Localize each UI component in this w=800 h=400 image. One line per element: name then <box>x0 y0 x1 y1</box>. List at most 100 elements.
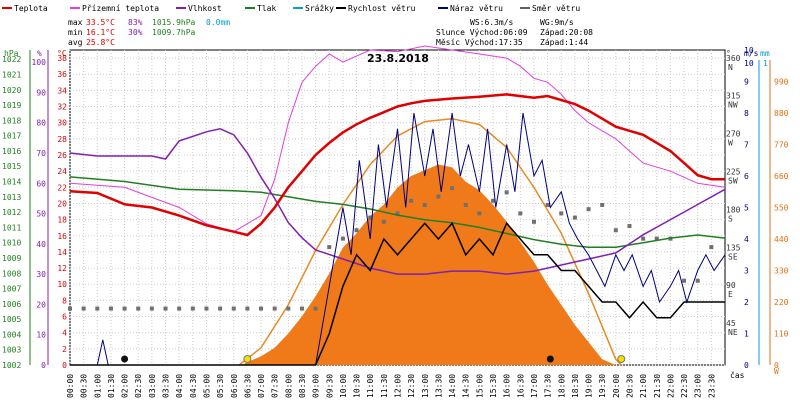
temp-tick-label: 10 <box>57 280 67 289</box>
ms-tick-label: 8 <box>744 109 749 118</box>
wind-dir-point <box>504 190 509 195</box>
x-tick-label: 22:30 <box>680 374 689 398</box>
dir-tick-label: N <box>728 63 733 72</box>
dir-tick-deg: 135 <box>726 243 741 252</box>
stats-moonrise: Měsíc Východ:17:35 <box>436 38 523 47</box>
wind-dir-point <box>682 278 687 283</box>
stats-moonset: Západ:1:44 <box>540 38 588 47</box>
ms-tick-label: 6 <box>744 172 749 181</box>
press-tick-label: 1008 <box>2 269 21 278</box>
temp-unit: °C <box>57 49 67 58</box>
temperature-line <box>69 93 725 237</box>
solar-tick-label: 330 <box>774 267 789 276</box>
ms-tick-label: 10 <box>744 46 754 55</box>
wind-dir-point <box>299 306 304 311</box>
ms-tick-label: 0 <box>744 361 749 370</box>
sunset-marker <box>617 355 626 363</box>
wind-dir-point <box>286 306 291 311</box>
press-tick-label: 1002 <box>2 361 21 370</box>
x-tick-label: 09:00 <box>312 374 321 398</box>
dir-tick-deg: 360 <box>726 54 741 63</box>
temp-tick-label: 14 <box>57 248 67 257</box>
wind-dir-point <box>122 306 127 311</box>
wind-dir-point <box>654 236 659 241</box>
x-tick-label: 11:00 <box>366 374 375 398</box>
press-tick-label: 1009 <box>2 254 21 263</box>
dir-tick-label: SW <box>728 176 738 185</box>
solar-tick-label: 440 <box>774 235 789 244</box>
wind-dir-point <box>450 186 455 191</box>
wind-dir-point <box>368 215 373 220</box>
ms-unit: m/s <box>744 49 759 58</box>
press-tick-label: 1014 <box>2 178 21 187</box>
temp-tick-label: 16 <box>57 232 67 241</box>
wind-dir-point <box>531 219 536 224</box>
x-tick-label: 03:00 <box>148 374 157 398</box>
stats-sunset: Západ:20:08 <box>540 28 593 37</box>
wind-dir-point <box>381 219 386 224</box>
temp-tick-label: 8 <box>62 296 67 305</box>
ms-tick-label: 4 <box>744 235 749 244</box>
dir-tick-label: S <box>728 214 733 223</box>
press-tick-label: 1016 <box>2 147 21 156</box>
dir-tick-deg: 180 <box>726 205 741 214</box>
wind-dir-point <box>709 245 714 250</box>
hum-tick-label: 40 <box>36 240 46 249</box>
humidity-line <box>69 128 726 275</box>
dir-tick-deg: 225 <box>726 167 741 176</box>
temp-tick-label: 38 <box>57 54 67 63</box>
x-tick-label: 17:00 <box>530 374 539 398</box>
x-tick-label: 13:00 <box>421 374 430 398</box>
x-tick-label: 21:30 <box>653 374 662 398</box>
press-tick-label: 1022 <box>2 55 21 64</box>
temp-tick-label: 20 <box>57 199 67 208</box>
dir-tick-deg: 315 <box>726 92 741 101</box>
mm-unit: mm <box>760 49 770 58</box>
dir-tick-label: NE <box>728 328 738 337</box>
wind-dir-point <box>559 211 564 216</box>
hum-unit: % <box>37 49 42 58</box>
stats-row-label: avg <box>68 38 83 47</box>
x-tick-label: 01:00 <box>93 374 102 398</box>
x-tick-label: 23:30 <box>707 374 716 398</box>
x-tick-label: 00:30 <box>80 374 89 398</box>
x-tick-label: 23:00 <box>694 374 703 398</box>
dir-tick-label: W <box>728 139 733 148</box>
x-tick-label: 21:00 <box>639 374 648 398</box>
wind-dir-point <box>272 306 277 311</box>
temp-tick-label: 0 <box>62 361 67 370</box>
x-tick-label: 13:30 <box>434 374 443 398</box>
temp-tick-label: 36 <box>57 70 67 79</box>
dir-tick-deg: 90 <box>726 281 736 290</box>
dir-tick-label: NW <box>728 101 738 110</box>
temp-tick-label: 30 <box>57 119 67 128</box>
hum-tick-label: 60 <box>36 179 46 188</box>
legend-label: Srážky <box>305 4 334 13</box>
wind-dir-point <box>491 198 496 203</box>
wind-dir-point <box>641 236 646 241</box>
stats-rain: 0.0mm <box>206 18 230 27</box>
dir-tick-label: SE <box>728 252 738 261</box>
x-tick-label: 19:00 <box>585 374 594 398</box>
dir-tick-deg: 45 <box>726 319 736 328</box>
press-tick-label: 1004 <box>2 330 21 339</box>
wind-dir-point <box>463 202 468 207</box>
press-tick-label: 1019 <box>2 101 21 110</box>
stats-press: 1015.9hPa <box>152 18 196 27</box>
legend-label: Náraz větru <box>450 4 503 13</box>
stats-hum: 83% <box>128 18 143 27</box>
wind-dir-point <box>231 306 236 311</box>
solar-tick-label: 0 <box>774 361 779 370</box>
wind-dir-point <box>572 215 577 220</box>
x-tick-label: 02:00 <box>121 374 130 398</box>
legend-label: Směr větru <box>532 4 580 13</box>
wind-dir-point <box>354 228 359 233</box>
x-tick-label: 02:30 <box>134 374 143 398</box>
hum-tick-label: 100 <box>32 58 47 67</box>
x-tick-label: 08:30 <box>298 374 307 398</box>
temp-tick-label: 6 <box>62 313 67 322</box>
wind-dir-point <box>695 278 700 283</box>
press-tick-label: 1018 <box>2 116 21 125</box>
legend-label: Vlhkost <box>188 4 222 13</box>
x-tick-label: 10:30 <box>353 374 362 398</box>
